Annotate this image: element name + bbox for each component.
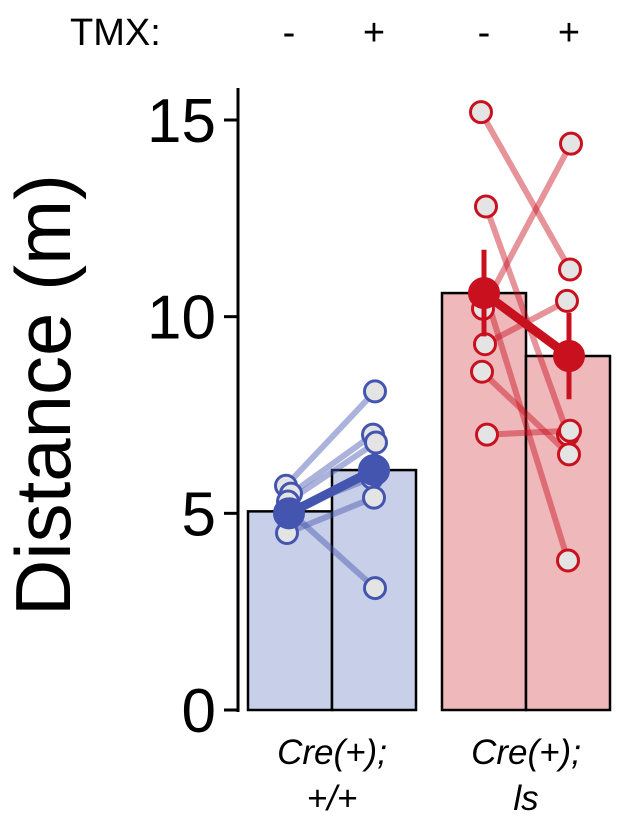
y-tick-label-2: 5 (182, 480, 216, 549)
group-label-2-line2: ls (513, 779, 538, 818)
paired-line-g2-6 (484, 427, 573, 438)
y-axis-label: Distance (m) (0, 174, 87, 616)
point-g2-c2-1 (558, 257, 582, 282)
y-tick-label-3: 10 (147, 284, 216, 353)
y-tick-label-4: 15 (147, 87, 216, 156)
bar-g2-c2 (524, 354, 612, 712)
point-g1-c2-5 (362, 485, 386, 510)
point-g1-c2-3 (364, 430, 388, 455)
paired-line-g2-1 (478, 109, 573, 273)
paired-line-g1-6 (289, 510, 378, 592)
point-g2-c1-4 (473, 332, 497, 357)
mean-point-g2-c2 (553, 340, 585, 372)
point-g2-c1-5 (470, 359, 494, 384)
condition-label-1: - (283, 12, 296, 54)
paired-line-g2-5 (479, 368, 572, 458)
means-layer (273, 249, 585, 530)
paired-line-g1-1 (283, 388, 378, 489)
condition-label-4: + (558, 12, 580, 54)
point-g2-c2-5 (557, 442, 581, 467)
point-g2-c2-6 (558, 418, 582, 443)
tmx-label: TMX: (70, 12, 161, 54)
paired-line-g1-2 (288, 431, 376, 497)
group-label-2-line1: Cre(+); (471, 733, 581, 772)
point-g2-c2-7 (556, 548, 580, 573)
point-g2-c2-4 (555, 288, 579, 313)
condition-label-3: - (478, 12, 491, 54)
paired-line-g1-5 (284, 494, 377, 536)
mean-point-g1-c2 (358, 454, 390, 487)
point-g2-c1-2 (474, 194, 498, 219)
point-g1-c2-1 (363, 379, 387, 404)
mean-point-g2-c1 (468, 277, 500, 310)
point-g2-c2-3 (559, 131, 583, 156)
group-label-1-line1: Cre(+); (277, 733, 387, 772)
mean-point-g1-c1 (273, 497, 305, 530)
paired-line-g2-3 (480, 140, 574, 312)
point-g2-c1-1 (469, 100, 493, 125)
point-g1-c2-6 (363, 576, 387, 601)
point-g2-c1-6 (475, 422, 499, 447)
y-tick-label-1: 0 (182, 677, 216, 746)
condition-label-2: + (363, 12, 385, 54)
y-ticks: 0 5 10 15 (147, 87, 238, 746)
group-label-1-line2: +/+ (307, 779, 358, 818)
paired-line-g2-7 (481, 286, 571, 564)
paired-lines-layer (283, 109, 574, 592)
mean-line-g2 (479, 288, 574, 361)
